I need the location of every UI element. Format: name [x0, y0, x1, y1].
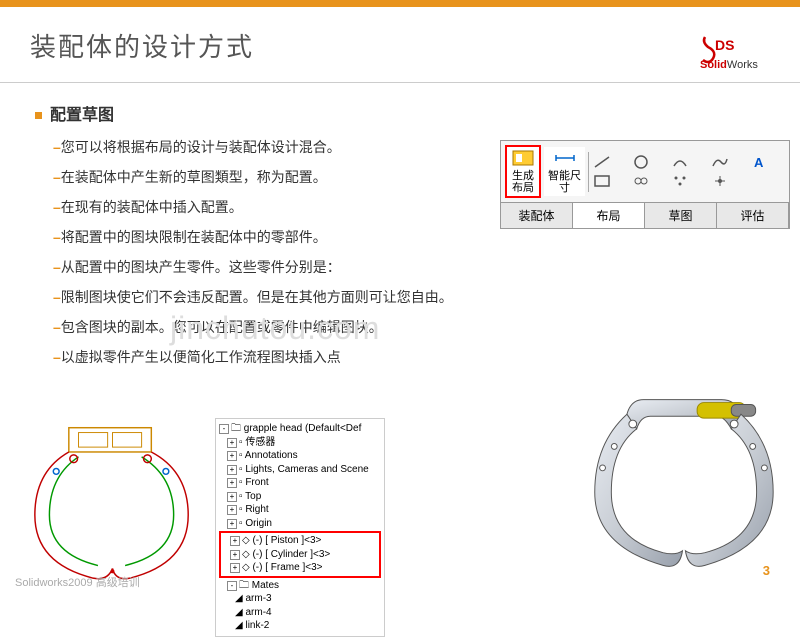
tree-item-hl[interactable]: +◇ (-) [ Piston ]<3>	[222, 534, 378, 548]
shape-tools-grid: A	[592, 154, 785, 189]
toolbar-screenshot: 生成 布局 智能尺 寸 A 装配体布局草图评估	[500, 140, 790, 229]
tree-item[interactable]: +▫ 传感器	[219, 436, 381, 450]
smart-dim-label: 智能尺 寸	[548, 170, 581, 194]
circle-icon[interactable]	[631, 154, 651, 170]
sketch-figure	[25, 418, 200, 583]
bullet-point: –将配置中的图块限制在装配体中的零部件。	[35, 227, 770, 248]
bullet-point: –限制图块使它们不会违反配置。但是在其他方面则可让您自由。	[35, 287, 770, 308]
bullet-point: –以虚拟零件产生以便简化工作流程图块插入点	[35, 347, 770, 368]
tree-item[interactable]: +▫ Annotations	[219, 449, 381, 463]
feature-tree: -🗀 grapple head (Default<Def +▫ 传感器+▫ An…	[215, 418, 385, 637]
tree-item[interactable]: +▫ Origin	[219, 517, 381, 531]
tree-item[interactable]: ◢ link-2	[219, 619, 381, 633]
tree-item[interactable]: +▫ Front	[219, 476, 381, 490]
tree-item[interactable]: +▫ Top	[219, 490, 381, 504]
point-icon[interactable]	[710, 173, 730, 189]
dots-icon[interactable]	[670, 173, 690, 189]
mates-node[interactable]: -🗀 Mates	[219, 579, 381, 593]
arc-icon[interactable]	[670, 154, 690, 170]
toolbar-main-row: 生成 布局 智能尺 寸 A	[500, 140, 790, 203]
spline-icon[interactable]	[710, 154, 730, 170]
render-figure	[580, 385, 785, 580]
header-accent-bar	[0, 0, 800, 7]
title-zone: 装配体的设计方式 DS SolidWorks	[0, 7, 800, 83]
toolbar-tab[interactable]: 布局	[573, 203, 645, 228]
bullet-point: –包含图块的副本。您可以在配置或零件中编辑图块。	[35, 317, 770, 338]
svg-text:DS: DS	[715, 37, 734, 53]
section-heading-text: 配置草图	[50, 107, 114, 124]
block-a-icon[interactable]: A	[749, 154, 769, 170]
tree-item[interactable]: +▫ Right	[219, 503, 381, 517]
layout-icon	[511, 149, 535, 167]
logo-prefix: Solid	[700, 59, 727, 71]
toolbar-tab[interactable]: 草图	[645, 203, 717, 228]
tree-item[interactable]: +▫ Lights, Cameras and Scene	[219, 463, 381, 477]
toolbar-tabs: 装配体布局草图评估	[500, 203, 790, 229]
logo-suffix: Works	[727, 59, 758, 71]
layout-button[interactable]: 生成 布局	[505, 145, 541, 198]
footer-text: Solidworks2009 高级培训	[15, 574, 140, 590]
bullet-square-icon	[35, 112, 42, 119]
tree-item-hl[interactable]: +◇ (-) [ Frame ]<3>	[222, 561, 378, 575]
dimension-icon	[553, 149, 577, 167]
tree-item[interactable]: ◢ arm-3	[219, 592, 381, 606]
ellipse-icon[interactable]	[631, 173, 651, 189]
toolbar-tab[interactable]: 评估	[717, 203, 789, 228]
line-icon[interactable]	[592, 154, 612, 170]
bullet-point: –从配置中的图块产生零件。这些零件分别是：	[35, 257, 770, 278]
tree-item-hl[interactable]: +◇ (-) [ Cylinder ]<3>	[222, 548, 378, 562]
rect-icon[interactable]	[592, 173, 612, 189]
highlighted-features: +◇ (-) [ Piston ]<3>+◇ (-) [ Cylinder ]<…	[219, 531, 381, 578]
svg-text:SolidWorks: SolidWorks	[700, 59, 758, 71]
tree-root[interactable]: -🗀 grapple head (Default<Def	[219, 422, 381, 436]
toolbar-tab[interactable]: 装配体	[501, 203, 573, 228]
layout-button-label: 生成 布局	[511, 170, 535, 194]
tree-item[interactable]: ◢ arm-4	[219, 606, 381, 620]
svg-text:A: A	[754, 155, 764, 170]
section-heading: 配置草图	[35, 101, 770, 125]
page-number: 3	[763, 563, 770, 578]
smart-dim-button[interactable]: 智能尺 寸	[544, 147, 585, 196]
solidworks-logo: DS SolidWorks	[700, 32, 780, 77]
page-title: 装配体的设计方式	[30, 27, 800, 64]
